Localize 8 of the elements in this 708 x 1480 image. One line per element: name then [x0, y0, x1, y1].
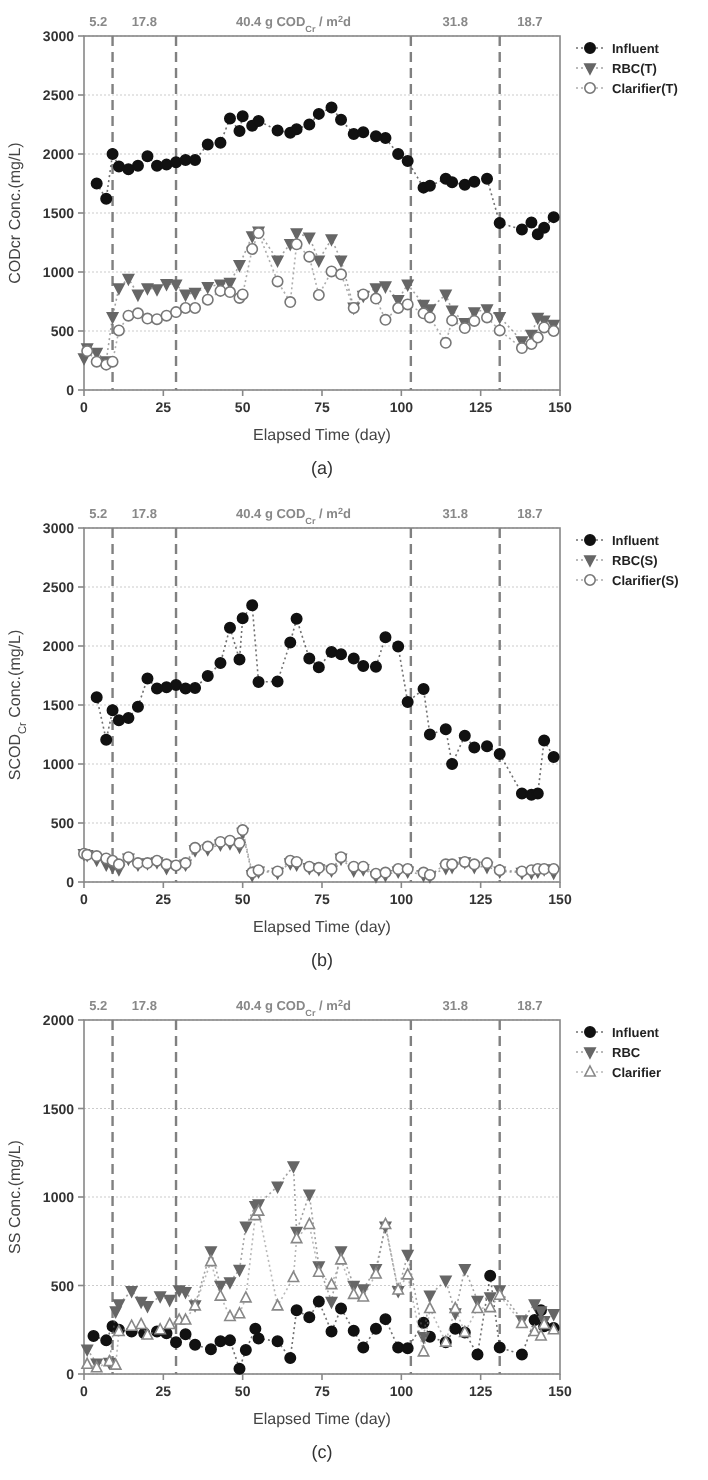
x-axis-title: Elapsed Time (day) — [253, 426, 392, 444]
text: (c) — [311, 1442, 333, 1462]
x-axis-title: Elapsed Time (day) — [253, 1410, 392, 1428]
text: (b) — [311, 950, 333, 970]
y-axis-title: SS Conc.(mg/L) — [6, 1139, 24, 1254]
text: (a) — [311, 458, 333, 478]
x-axis-title: Elapsed Time (day) — [253, 918, 392, 936]
y-axis-title: CODcr Conc.(mg/L) — [6, 141, 24, 284]
